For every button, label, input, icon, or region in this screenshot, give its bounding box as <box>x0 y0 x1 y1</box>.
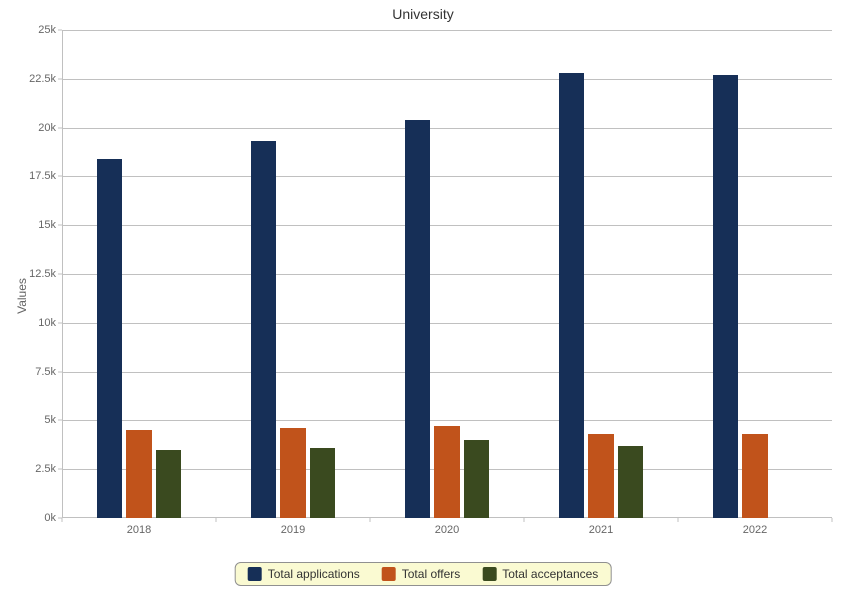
x-tick-label: 2018 <box>127 524 151 536</box>
bar <box>742 434 767 518</box>
chart-title: University <box>0 6 846 22</box>
bar-group <box>370 30 524 518</box>
y-tick-label: 5k <box>44 414 56 426</box>
y-tick-label: 7.5k <box>35 366 56 378</box>
bar <box>434 426 459 518</box>
bar <box>559 73 584 518</box>
y-tick-label: 2.5k <box>35 463 56 475</box>
bar-group <box>678 30 832 518</box>
y-tick-label: 0k <box>44 512 56 524</box>
bar <box>97 159 122 518</box>
bar <box>464 440 489 518</box>
bar-group <box>216 30 370 518</box>
y-tick-label: 20k <box>38 122 56 134</box>
legend-label: Total acceptances <box>502 567 598 581</box>
bar <box>310 448 335 518</box>
y-tick-label: 12.5k <box>29 268 56 280</box>
plot-area: 0k2.5k5k7.5k10k12.5k15k17.5k20k22.5k25k2… <box>62 30 832 518</box>
x-tick-label: 2021 <box>589 524 613 536</box>
legend-label: Total applications <box>268 567 360 581</box>
x-tick-mark <box>832 518 833 522</box>
x-tick-mark <box>62 518 63 522</box>
bar <box>156 450 181 518</box>
bar <box>251 141 276 518</box>
legend-label: Total offers <box>402 567 460 581</box>
y-tick-label: 15k <box>38 219 56 231</box>
legend-item: Total offers <box>382 567 460 581</box>
bar-group <box>524 30 678 518</box>
bar <box>126 430 151 518</box>
legend-swatch <box>382 567 396 581</box>
x-tick-mark <box>524 518 525 522</box>
bar-group <box>62 30 216 518</box>
y-axis-label: Values <box>15 278 29 314</box>
legend: Total applications Total offers Total acce… <box>235 562 612 586</box>
y-tick-label: 10k <box>38 317 56 329</box>
bar <box>588 434 613 518</box>
legend-swatch <box>482 567 496 581</box>
bar <box>280 428 305 518</box>
x-tick-label: 2019 <box>281 524 305 536</box>
x-tick-label: 2022 <box>743 524 767 536</box>
university-bar-chart: University Values 0k2.5k5k7.5k10k12.5k15… <box>0 0 846 592</box>
bar <box>618 446 643 518</box>
x-tick-mark <box>678 518 679 522</box>
bar <box>713 75 738 518</box>
bar <box>405 120 430 518</box>
y-tick-label: 22.5k <box>29 73 56 85</box>
x-tick-mark <box>370 518 371 522</box>
x-tick-label: 2020 <box>435 524 459 536</box>
y-tick-label: 25k <box>38 24 56 36</box>
legend-item: Total applications <box>248 567 360 581</box>
x-tick-mark <box>216 518 217 522</box>
y-tick-label: 17.5k <box>29 170 56 182</box>
legend-swatch <box>248 567 262 581</box>
legend-item: Total acceptances <box>482 567 598 581</box>
